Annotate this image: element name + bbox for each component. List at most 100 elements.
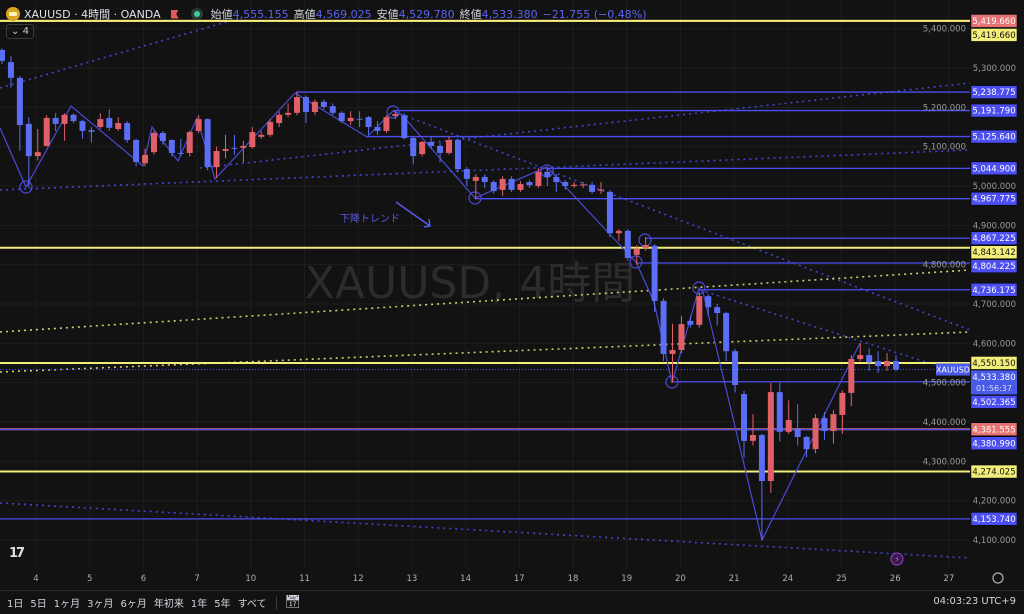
candle-down bbox=[508, 178, 515, 190]
candle-up bbox=[213, 150, 220, 168]
candle-down bbox=[302, 97, 309, 113]
low-value: 4,529.780 bbox=[398, 7, 455, 21]
candle-up bbox=[571, 184, 578, 186]
watermark: XAUUSD, 4時間 bbox=[305, 258, 635, 309]
candle-up bbox=[97, 119, 104, 127]
candle-down bbox=[866, 355, 873, 363]
price-axis-label: 4,200.000 bbox=[973, 497, 1016, 507]
candle-down bbox=[875, 361, 882, 367]
clock[interactable]: 04:03:23 UTC+9 bbox=[933, 596, 1016, 607]
time-axis-label: 17 bbox=[514, 574, 525, 584]
change-value: −21.755 (−0.48%) bbox=[542, 7, 647, 21]
candle-up bbox=[311, 101, 318, 113]
range-5y[interactable]: 5年 bbox=[214, 599, 231, 610]
candle-down bbox=[401, 115, 408, 139]
trendline-dotted bbox=[394, 111, 971, 331]
range-ytd[interactable]: 年初来 bbox=[153, 599, 184, 610]
candle-down bbox=[606, 191, 613, 234]
price-axis-label: 4,100.000 bbox=[973, 536, 1016, 546]
candle-up bbox=[222, 149, 229, 151]
range-1m[interactable]: 1ヶ月 bbox=[53, 599, 81, 610]
price-axis-label: 4,500.000 bbox=[923, 379, 966, 389]
candle-up bbox=[115, 123, 122, 129]
candle-down bbox=[544, 171, 551, 177]
lightning-icon[interactable] bbox=[890, 552, 904, 566]
candle-up bbox=[857, 355, 864, 360]
price-tag-bg bbox=[970, 283, 1018, 297]
time-axis-label: 24 bbox=[782, 574, 793, 584]
range-3m[interactable]: 3ヶ月 bbox=[87, 599, 114, 610]
candle-up bbox=[830, 414, 837, 432]
price-tag-bg bbox=[970, 161, 1018, 176]
candle-down bbox=[624, 230, 631, 258]
tradingview-logo[interactable]: 17 bbox=[9, 546, 25, 561]
price-tag-bg bbox=[970, 512, 1018, 526]
current-price-tag: 4,533.380 bbox=[972, 373, 1015, 383]
candle-up bbox=[446, 139, 452, 153]
price-tag: 4,153.740 bbox=[972, 515, 1015, 525]
price-tag-bg bbox=[970, 422, 1018, 437]
time-axis-label: 5 bbox=[87, 574, 92, 584]
candle-up bbox=[615, 230, 622, 234]
candle-down bbox=[79, 121, 86, 131]
price-tag: 5,044.900 bbox=[972, 164, 1015, 174]
price-tag-bg bbox=[970, 14, 1018, 28]
price-tag: 4,867.225 bbox=[972, 234, 1015, 244]
candle-down bbox=[705, 296, 712, 308]
time-axis-label: 14 bbox=[460, 574, 471, 584]
price-tag-bg bbox=[970, 464, 1018, 479]
candle-up bbox=[785, 420, 792, 432]
range-6m[interactable]: 6ヶ月 bbox=[120, 599, 147, 610]
close-value: 4,533.380 bbox=[481, 7, 538, 21]
time-axis-label: 21 bbox=[729, 574, 740, 584]
range-all[interactable]: すべて bbox=[237, 599, 267, 610]
indicator-count: 4 bbox=[22, 26, 29, 37]
range-1y[interactable]: 1年 bbox=[190, 599, 208, 610]
candle-down bbox=[329, 106, 336, 113]
time-axis-label: 4 bbox=[33, 574, 38, 584]
settings-icon[interactable] bbox=[992, 572, 1004, 584]
range-1d[interactable]: 1日 bbox=[7, 599, 24, 610]
bottom-toolbar: 1日 5日 1ヶ月 3ヶ月 6ヶ月 年初来 1年 5年 すべて 📅︎ 04:03… bbox=[0, 590, 1024, 614]
open-value: 4,555.155 bbox=[232, 7, 289, 21]
candle-up bbox=[294, 97, 301, 113]
candle-up bbox=[267, 121, 274, 135]
pivot-circle bbox=[638, 233, 652, 247]
price-tag-bg bbox=[970, 245, 1018, 259]
price-tag-bg bbox=[970, 103, 1018, 118]
candle-down bbox=[231, 147, 238, 149]
candle-up bbox=[669, 350, 676, 354]
indicators-toggle[interactable]: ⌄ 4 bbox=[6, 24, 34, 39]
price-tag: 4,502.365 bbox=[972, 398, 1015, 408]
candle-down bbox=[70, 114, 77, 122]
pivot-circle bbox=[19, 180, 33, 194]
price-tag: 4,804.225 bbox=[972, 262, 1015, 272]
range-5d[interactable]: 5日 bbox=[30, 599, 47, 610]
time-axis-label: 26 bbox=[890, 574, 901, 584]
calendar-goto-icon[interactable]: 📅︎ bbox=[284, 595, 302, 610]
candle-up bbox=[34, 152, 41, 157]
candle-up bbox=[499, 178, 506, 190]
price-axis-label: 4,400.000 bbox=[923, 418, 966, 428]
candle-up bbox=[839, 392, 846, 415]
candle-down bbox=[776, 392, 783, 432]
candle-down bbox=[0, 49, 5, 61]
candle-up bbox=[43, 117, 50, 146]
candle-up bbox=[240, 145, 247, 148]
candle-up bbox=[285, 112, 292, 115]
flag-icon[interactable] bbox=[170, 9, 179, 19]
time-axis-label: 19 bbox=[621, 574, 632, 584]
candle-up bbox=[767, 392, 774, 481]
candle-up bbox=[419, 141, 426, 155]
candle-down bbox=[651, 245, 658, 301]
candle-down bbox=[562, 182, 569, 186]
candle-up bbox=[517, 184, 524, 190]
candle-down bbox=[410, 138, 417, 157]
price-tag: 4,274.025 bbox=[972, 468, 1015, 478]
symbol-title[interactable]: XAUUSD · 4時間 · OANDA bbox=[24, 8, 161, 21]
candle-up bbox=[347, 117, 354, 122]
trendline-dotted bbox=[199, 82, 971, 169]
candle-down bbox=[490, 182, 497, 192]
candle-up bbox=[142, 154, 149, 164]
